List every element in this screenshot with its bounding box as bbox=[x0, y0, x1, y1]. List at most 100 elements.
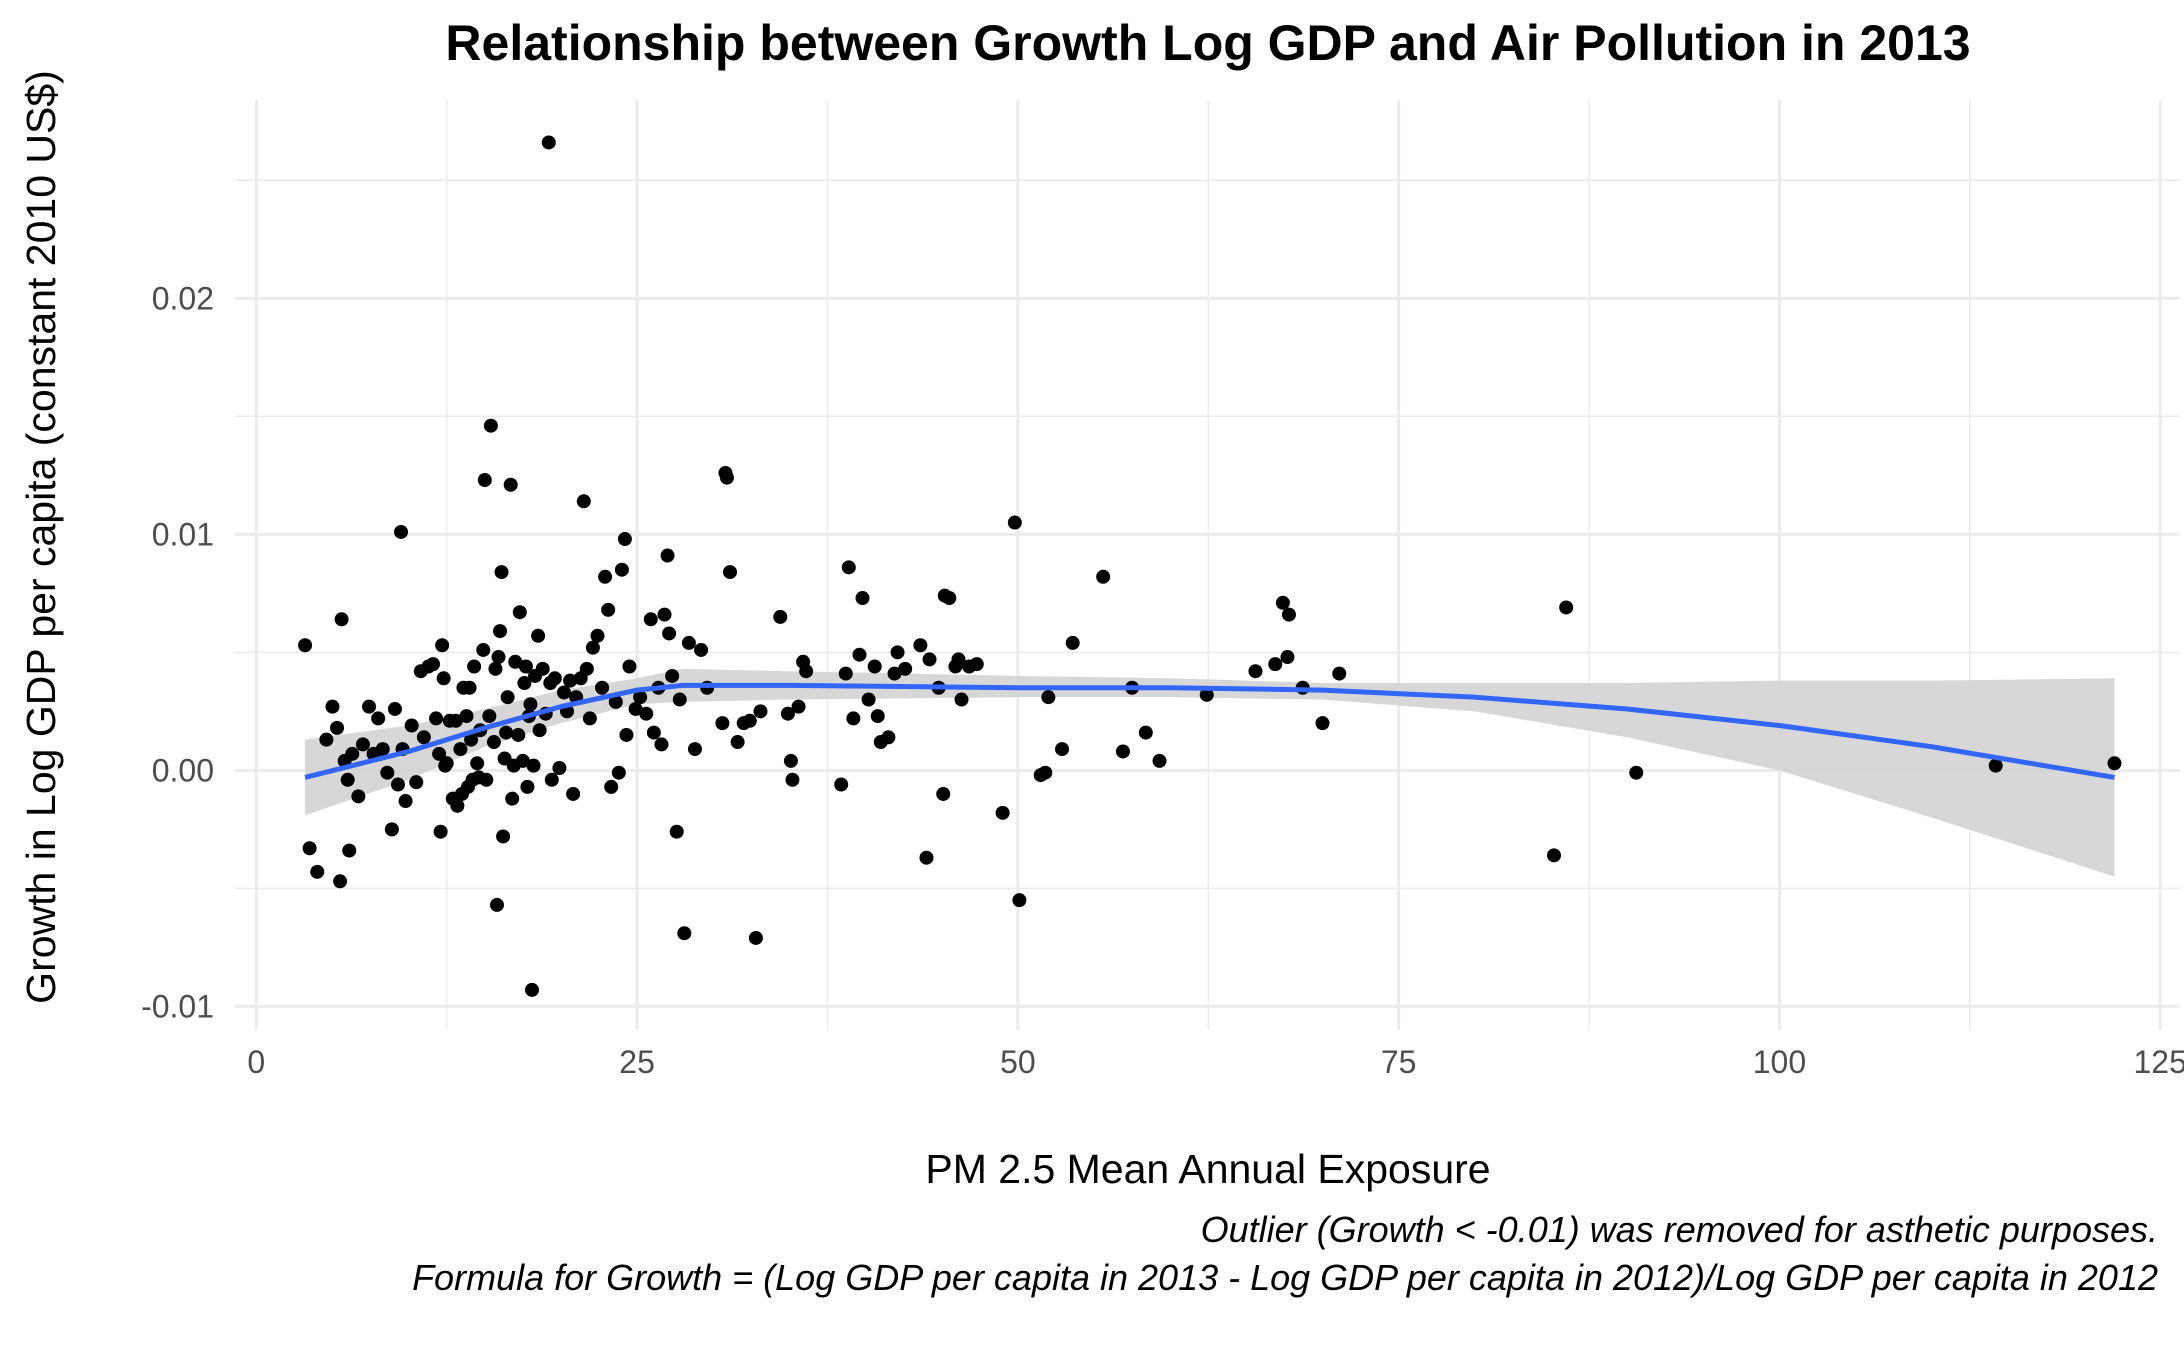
x-tick-label: 50 bbox=[1000, 1044, 1036, 1080]
data-point bbox=[416, 730, 431, 745]
data-point bbox=[462, 680, 477, 695]
data-point bbox=[677, 926, 692, 941]
y-tick-label: 0.00 bbox=[152, 752, 214, 788]
x-axis-ticks: 0 25 50 75 100 125 bbox=[247, 1044, 2184, 1080]
data-point bbox=[1559, 600, 1574, 615]
data-point bbox=[665, 668, 680, 683]
data-point bbox=[590, 628, 605, 643]
x-tick-label: 100 bbox=[1753, 1044, 1806, 1080]
data-point bbox=[715, 716, 730, 731]
data-point bbox=[453, 742, 468, 757]
data-point bbox=[488, 661, 503, 676]
data-point bbox=[595, 680, 610, 695]
data-point bbox=[432, 746, 447, 761]
data-point bbox=[951, 652, 966, 667]
data-point bbox=[448, 713, 463, 728]
data-point bbox=[552, 760, 567, 775]
data-point bbox=[541, 135, 556, 150]
data-point bbox=[340, 772, 355, 787]
data-point bbox=[544, 772, 559, 787]
caption-line-1: Outlier (Growth < -0.01) was removed for… bbox=[1201, 1209, 2158, 1250]
data-point bbox=[881, 730, 896, 745]
grid-lines bbox=[235, 100, 2180, 1030]
data-point bbox=[500, 690, 515, 705]
data-point bbox=[517, 676, 532, 691]
y-axis-ticks: -0.01 0.00 0.01 0.02 bbox=[141, 280, 214, 1024]
data-point bbox=[1315, 716, 1330, 731]
data-point bbox=[390, 777, 405, 792]
data-point bbox=[742, 713, 757, 728]
data-point bbox=[325, 699, 340, 714]
data-point bbox=[467, 659, 482, 674]
data-point bbox=[371, 711, 386, 726]
data-point bbox=[477, 473, 492, 488]
data-point bbox=[887, 666, 902, 681]
data-point bbox=[499, 725, 514, 740]
x-tick-label: 125 bbox=[2134, 1044, 2184, 1080]
data-point bbox=[459, 709, 474, 724]
x-axis-title: PM 2.5 Mean Annual Exposure bbox=[925, 1146, 1490, 1192]
data-point bbox=[846, 711, 861, 726]
data-point bbox=[505, 791, 520, 806]
data-point bbox=[563, 673, 578, 688]
data-point bbox=[508, 654, 523, 669]
y-tick-label: -0.01 bbox=[141, 988, 214, 1024]
data-point bbox=[855, 591, 870, 606]
data-point bbox=[1152, 753, 1167, 768]
x-tick-label: 25 bbox=[619, 1044, 655, 1080]
data-point bbox=[1138, 725, 1153, 740]
data-point bbox=[547, 671, 562, 686]
data-point bbox=[646, 725, 661, 740]
data-point bbox=[619, 727, 634, 742]
x-tick-label: 0 bbox=[247, 1044, 265, 1080]
data-point bbox=[520, 779, 535, 794]
data-point bbox=[608, 694, 623, 709]
data-point bbox=[302, 841, 317, 856]
data-point bbox=[404, 718, 419, 733]
data-point bbox=[464, 732, 479, 747]
data-point bbox=[476, 642, 491, 657]
data-point bbox=[1041, 690, 1056, 705]
data-point bbox=[1280, 650, 1295, 665]
data-point bbox=[681, 635, 696, 650]
data-point bbox=[319, 732, 334, 747]
data-point bbox=[773, 609, 788, 624]
data-point bbox=[639, 706, 654, 721]
data-point bbox=[1065, 635, 1080, 650]
data-point bbox=[398, 794, 413, 809]
data-point bbox=[439, 756, 454, 771]
data-point bbox=[362, 699, 377, 714]
data-point bbox=[657, 607, 672, 622]
data-point bbox=[633, 690, 648, 705]
data-point bbox=[936, 786, 951, 801]
data-point bbox=[511, 727, 526, 742]
data-point bbox=[1038, 765, 1053, 780]
data-point bbox=[870, 709, 885, 724]
data-point bbox=[995, 805, 1010, 820]
data-point bbox=[628, 701, 643, 716]
data-point bbox=[482, 709, 497, 724]
data-point bbox=[355, 737, 370, 752]
data-point bbox=[598, 569, 613, 584]
data-point bbox=[310, 864, 325, 879]
smooth-line-layer bbox=[304, 682, 2115, 780]
data-point bbox=[503, 477, 518, 492]
data-point bbox=[394, 524, 409, 539]
data-point bbox=[1248, 664, 1263, 679]
data-point bbox=[719, 470, 734, 485]
data-point bbox=[861, 692, 876, 707]
data-point bbox=[330, 720, 345, 735]
data-point bbox=[753, 704, 768, 719]
data-point bbox=[617, 532, 632, 547]
data-point bbox=[582, 711, 597, 726]
data-point bbox=[515, 753, 530, 768]
data-point bbox=[1629, 765, 1644, 780]
data-point bbox=[579, 661, 594, 676]
data-point bbox=[723, 565, 738, 580]
data-point bbox=[1055, 742, 1070, 757]
data-point bbox=[489, 897, 504, 912]
data-point bbox=[334, 612, 349, 627]
data-point bbox=[1268, 657, 1283, 672]
